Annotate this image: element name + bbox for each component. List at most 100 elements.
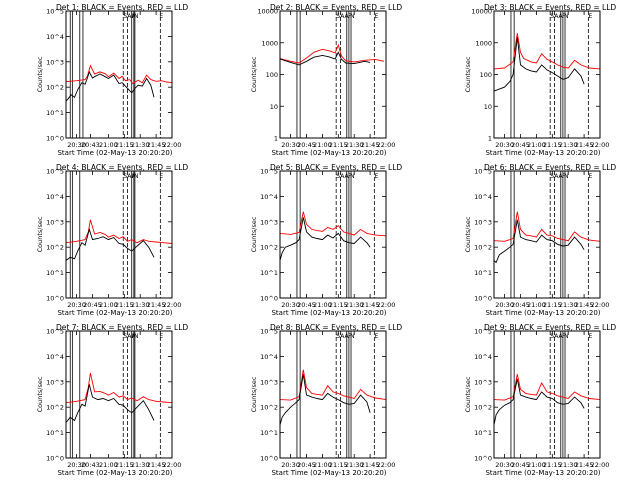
marker-annotation: E [588, 13, 592, 20]
panel-title: Det 5: BLACK = Events, RED = LLD [270, 163, 402, 172]
plot-frame [493, 10, 601, 139]
x-tick-label: 21:00 [99, 461, 118, 469]
marker-annotation: N [134, 13, 139, 20]
events-series-line [279, 374, 371, 426]
x-axis-label: Start Time (02-May-13 20:20:20) [271, 309, 386, 317]
marker-annotation: N [134, 173, 139, 180]
marker-annotation: F [562, 173, 566, 180]
lld-series-line [279, 211, 387, 237]
events-series-line [279, 51, 371, 66]
x-tick-label: 22:00 [377, 141, 396, 149]
plot-frame [65, 330, 173, 459]
x-tick-label: 20:30 [67, 461, 86, 469]
marker-annotation: E [374, 173, 378, 180]
x-tick-label: 21:45 [575, 301, 594, 309]
x-tick-label: 20:43 [81, 141, 100, 149]
y-tick-label: 10^5 [474, 168, 492, 176]
x-tick-label: 20:30 [495, 141, 514, 149]
y-tick-label: 10^4 [474, 193, 492, 201]
y-tick-label: 10^5 [474, 328, 492, 336]
marker-annotation: F [562, 13, 566, 20]
x-tick-label: 20:45 [297, 301, 316, 309]
y-tick-label: 10^2 [260, 244, 278, 252]
marker-annotation: F [132, 173, 136, 180]
x-tick-label: 21:15 [115, 301, 134, 309]
y-tick-label: 10^2 [474, 244, 492, 252]
y-tick-label: 10^4 [260, 353, 278, 361]
x-tick-label: 21:00 [527, 461, 546, 469]
y-tick-label: 10^3 [46, 58, 64, 66]
y-tick-label: 10^4 [260, 193, 278, 201]
marker-annotation: N [134, 333, 139, 340]
x-axis-label: Start Time (02-May-13 20:20:20) [271, 469, 386, 477]
marker-annotation: E [159, 13, 163, 20]
plot-frame [65, 170, 173, 299]
x-tick-label: 21:30 [559, 141, 578, 149]
y-tick-label: 10^0 [46, 135, 64, 143]
y-tick-label: 1 [488, 135, 492, 143]
marker-annotation: N [564, 333, 569, 340]
marker-annotation: E [159, 173, 163, 180]
marker-annotation: F [132, 13, 136, 20]
panel-title: Det 3: BLACK = Events, RED = LLD [484, 3, 616, 12]
lld-series-line [65, 373, 173, 404]
y-tick-label: 10^3 [260, 218, 278, 226]
y-axis-label: Counts/sec [464, 376, 472, 412]
x-axis-label: Start Time (02-May-13 20:20:20) [485, 149, 600, 157]
x-tick-label: 21:15 [543, 461, 562, 469]
events-series-line [493, 37, 585, 92]
x-tick-label: 21:30 [345, 461, 364, 469]
marker-annotation: SAA [550, 333, 563, 340]
x-tick-label: 21:30 [131, 141, 150, 149]
marker-annotation: F [348, 173, 352, 180]
y-axis-label: Counts/sec [464, 56, 472, 92]
panel-title: Det 2: BLACK = Events, RED = LLD [270, 3, 402, 12]
events-series-line [493, 219, 585, 264]
y-tick-label: 10^1 [46, 109, 64, 117]
plot-frame [493, 170, 601, 299]
x-tick-label: 20:30 [281, 461, 300, 469]
y-tick-label: 1 [274, 135, 278, 143]
y-tick-label: 1000 [475, 39, 492, 47]
x-tick-label: 21:30 [559, 301, 578, 309]
y-tick-label: 10^1 [474, 429, 492, 437]
marker-annotation: E [374, 333, 378, 340]
marker-annotation: SAA [336, 173, 349, 180]
panel-title: Det 7: BLACK = Events, RED = LLD [56, 323, 188, 332]
plot-frame [279, 330, 387, 459]
y-tick-label: 10^5 [46, 168, 64, 176]
x-tick-label: 21:45 [147, 301, 166, 309]
x-tick-label: 21:15 [543, 301, 562, 309]
y-tick-label: 10000 [257, 8, 278, 16]
plot-frame [493, 330, 601, 459]
x-tick-label: 22:00 [591, 461, 610, 469]
x-tick-label: 21:45 [147, 141, 166, 149]
x-tick-label: 21:00 [313, 301, 332, 309]
x-tick-label: 21:30 [559, 461, 578, 469]
y-tick-label: 10^0 [260, 455, 278, 463]
y-tick-label: 100 [266, 71, 278, 79]
x-tick-label: 22:00 [163, 141, 182, 149]
lld-series-line [65, 219, 173, 244]
x-tick-label: 21:00 [99, 301, 118, 309]
x-tick-label: 20:45 [511, 301, 530, 309]
plot-frame [65, 10, 173, 139]
y-tick-label: 10^5 [46, 8, 64, 16]
y-tick-label: 10^5 [260, 168, 278, 176]
x-tick-label: 20:45 [83, 301, 102, 309]
x-tick-label: 20:45 [511, 141, 530, 149]
x-tick-label: 20:30 [67, 141, 86, 149]
x-tick-label: 21:00 [313, 141, 332, 149]
y-axis-label: Counts/sec [36, 56, 44, 92]
marker-annotation: E [588, 173, 592, 180]
marker-annotation: N [350, 333, 355, 340]
x-tick-label: 21:45 [361, 461, 380, 469]
y-axis-label: Counts/sec [250, 376, 258, 412]
marker-annotation: F [348, 333, 352, 340]
panel-title: Det 6: BLACK = Events, RED = LLD [484, 163, 616, 172]
events-series-line [279, 217, 371, 261]
y-tick-label: 1000 [261, 39, 278, 47]
